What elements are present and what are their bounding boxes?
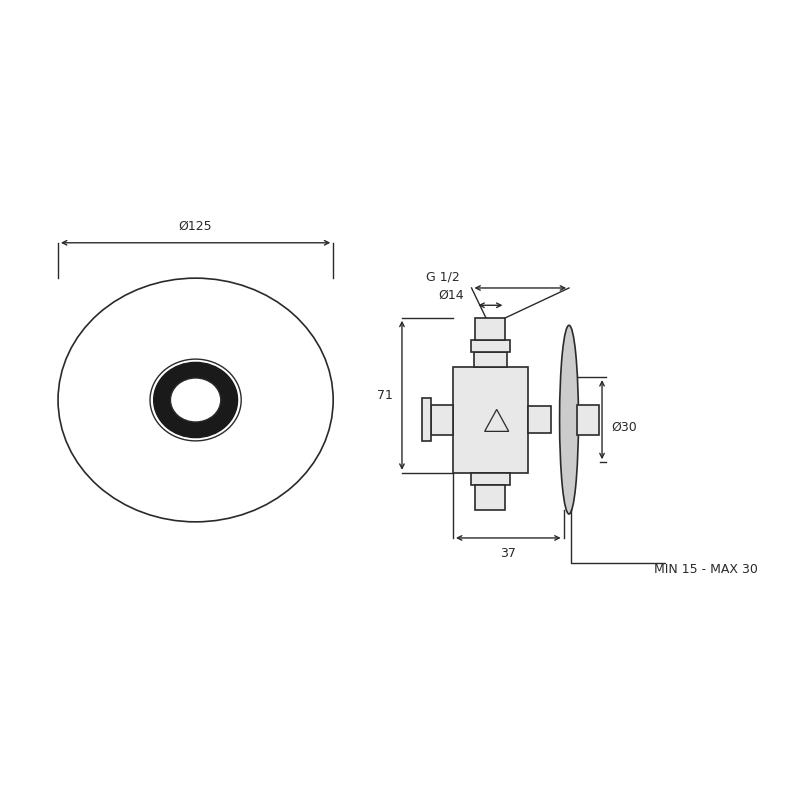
Ellipse shape — [559, 326, 578, 514]
Bar — [470, 473, 510, 486]
Text: 71: 71 — [377, 389, 393, 402]
Text: Ø125: Ø125 — [178, 219, 213, 233]
Text: 37: 37 — [500, 547, 516, 560]
Bar — [422, 398, 431, 442]
Bar — [474, 353, 507, 366]
Bar — [475, 318, 506, 340]
Ellipse shape — [154, 362, 238, 438]
Text: Ø14: Ø14 — [438, 288, 464, 302]
Ellipse shape — [150, 359, 242, 441]
Text: MIN 15 - MAX 30: MIN 15 - MAX 30 — [654, 563, 758, 576]
Bar — [475, 486, 506, 510]
Bar — [528, 406, 551, 434]
Bar — [453, 366, 528, 473]
Ellipse shape — [170, 378, 221, 422]
Text: G 1/2: G 1/2 — [426, 270, 460, 283]
Ellipse shape — [58, 278, 333, 522]
Bar — [470, 340, 510, 353]
Text: Ø30: Ø30 — [611, 421, 638, 434]
Bar — [431, 405, 453, 434]
Bar — [577, 405, 599, 434]
